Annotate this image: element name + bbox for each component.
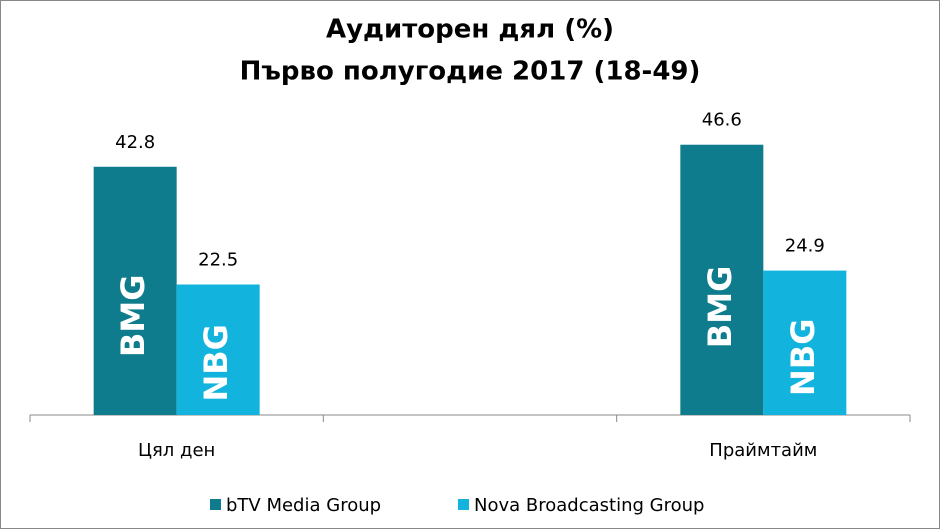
bar	[763, 270, 847, 415]
x-tick-label: Цял ден	[138, 440, 215, 461]
chart-subtitle: Първо полугодие 2017 (18-49)	[240, 57, 701, 87]
value-label: 46.6	[702, 110, 742, 131]
legend-swatch	[210, 499, 221, 510]
bar	[176, 284, 260, 415]
legend-label: bTV Media Group	[226, 495, 381, 516]
x-tick-label: Праймтайм	[709, 440, 817, 461]
bar-short-name: BMG	[114, 274, 152, 357]
value-label: 42.8	[115, 132, 155, 153]
value-label: 24.9	[785, 236, 825, 257]
bar-short-name: BMG	[701, 266, 739, 349]
legend-label: Nova Broadcasting Group	[474, 495, 704, 516]
chart-title: Аудиторен дял (%)	[326, 15, 614, 45]
bar-short-name: NBG	[784, 319, 822, 396]
value-label: 22.5	[198, 250, 238, 271]
bar-short-name: NBG	[197, 324, 235, 401]
legend-swatch	[458, 499, 469, 510]
bar	[680, 144, 764, 415]
bar	[93, 166, 177, 415]
